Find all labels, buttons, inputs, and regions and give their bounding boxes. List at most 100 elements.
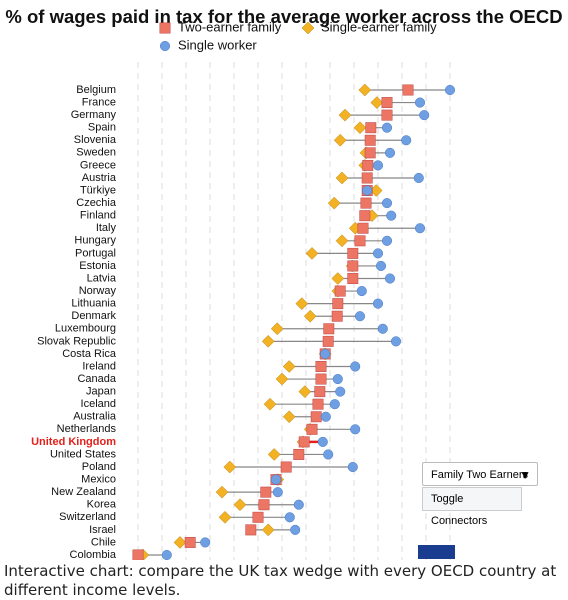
- dot: [272, 487, 283, 498]
- country-label: Mexico: [81, 474, 116, 486]
- dot: [356, 286, 367, 297]
- dot: [290, 524, 301, 535]
- country-label: Poland: [82, 461, 116, 473]
- dot: [334, 285, 346, 297]
- logo: [418, 545, 455, 559]
- dot: [354, 311, 366, 322]
- country-label: Germany: [71, 109, 117, 121]
- country-label: Greece: [80, 159, 116, 171]
- dot: [261, 334, 275, 348]
- dot: [329, 399, 340, 410]
- grid: [137, 62, 451, 560]
- country-label: Switzerland: [59, 511, 116, 523]
- dot: [372, 248, 384, 259]
- dot: [260, 486, 272, 498]
- dot: [402, 84, 414, 96]
- dot: [362, 159, 374, 171]
- dot: [233, 498, 247, 512]
- dot: [360, 197, 372, 209]
- dot: [386, 210, 397, 221]
- dot: [419, 110, 430, 121]
- dot: [364, 147, 376, 159]
- dot: [365, 122, 377, 134]
- country-label: Finland: [80, 210, 116, 222]
- dot: [293, 449, 305, 460]
- dot: [293, 499, 304, 510]
- country-label: Costa Rica: [62, 348, 117, 360]
- dot: [275, 372, 289, 386]
- dot: [358, 83, 372, 97]
- dot: [364, 134, 376, 146]
- dot: [315, 361, 327, 372]
- dot: [331, 310, 343, 322]
- dot: [184, 536, 196, 548]
- country-label: Japan: [86, 386, 116, 398]
- dot: [267, 448, 281, 461]
- dot: [218, 510, 232, 524]
- country-label: Portugal: [75, 247, 116, 259]
- dot: [335, 386, 346, 397]
- country-label: Hungary: [74, 235, 116, 247]
- dot: [223, 460, 237, 474]
- dot: [261, 523, 275, 537]
- dot: [381, 198, 393, 209]
- dot: [215, 485, 229, 499]
- dot: [298, 436, 310, 448]
- country-label: United Kingdom: [31, 436, 116, 448]
- dot: [381, 109, 393, 121]
- dot: [315, 373, 327, 385]
- country-label: Belgium: [76, 84, 116, 96]
- dot: [263, 397, 277, 411]
- dot: [322, 335, 334, 347]
- dot: [317, 436, 328, 447]
- country-label: Korea: [87, 499, 117, 511]
- dot: [359, 210, 371, 222]
- country-label: United States: [50, 448, 117, 460]
- dot: [381, 97, 393, 109]
- dot: [245, 524, 257, 536]
- dot: [357, 222, 369, 234]
- legend-label: Single-earner family: [321, 19, 437, 34]
- dot: [320, 411, 331, 422]
- country-label: Latvia: [87, 272, 117, 284]
- dot: [320, 348, 331, 359]
- dot: [350, 424, 361, 435]
- dot: [310, 411, 322, 423]
- dot: [332, 298, 344, 310]
- dot: [258, 499, 270, 511]
- dot: [335, 234, 349, 248]
- dot: [444, 84, 456, 96]
- country-label: Czechia: [76, 197, 117, 209]
- toggle-button[interactable]: Toggle Connectors: [422, 487, 522, 527]
- chart: % of wages paid in tax for the average w…: [5, 6, 563, 560]
- dot: [284, 512, 295, 523]
- dot: [347, 260, 359, 272]
- country-label: Denmark: [71, 310, 116, 322]
- country-label: Spain: [88, 122, 116, 134]
- dot: [298, 385, 312, 398]
- country-label: Australia: [73, 411, 117, 423]
- country-label: France: [82, 96, 116, 108]
- country-label: New Zealand: [51, 486, 116, 498]
- dot: [353, 121, 367, 135]
- dot: [331, 272, 345, 285]
- country-label: Iceland: [81, 398, 116, 410]
- dot: [413, 172, 424, 184]
- dot: [362, 185, 373, 196]
- dot: [270, 322, 284, 336]
- country-label: Israel: [89, 524, 116, 536]
- dot: [347, 461, 358, 473]
- legend-label: Two-earner family: [178, 19, 282, 34]
- dot: [280, 461, 292, 473]
- country-label: Ireland: [82, 360, 116, 372]
- country-label: Chile: [91, 536, 116, 548]
- dot: [132, 549, 144, 560]
- family-select[interactable]: Family Two Earners ▼: [422, 462, 538, 486]
- dot: [372, 298, 384, 309]
- legend-marker: [159, 40, 171, 52]
- dot: [370, 96, 384, 109]
- country-label: Slovenia: [74, 134, 117, 146]
- dot: [323, 323, 335, 335]
